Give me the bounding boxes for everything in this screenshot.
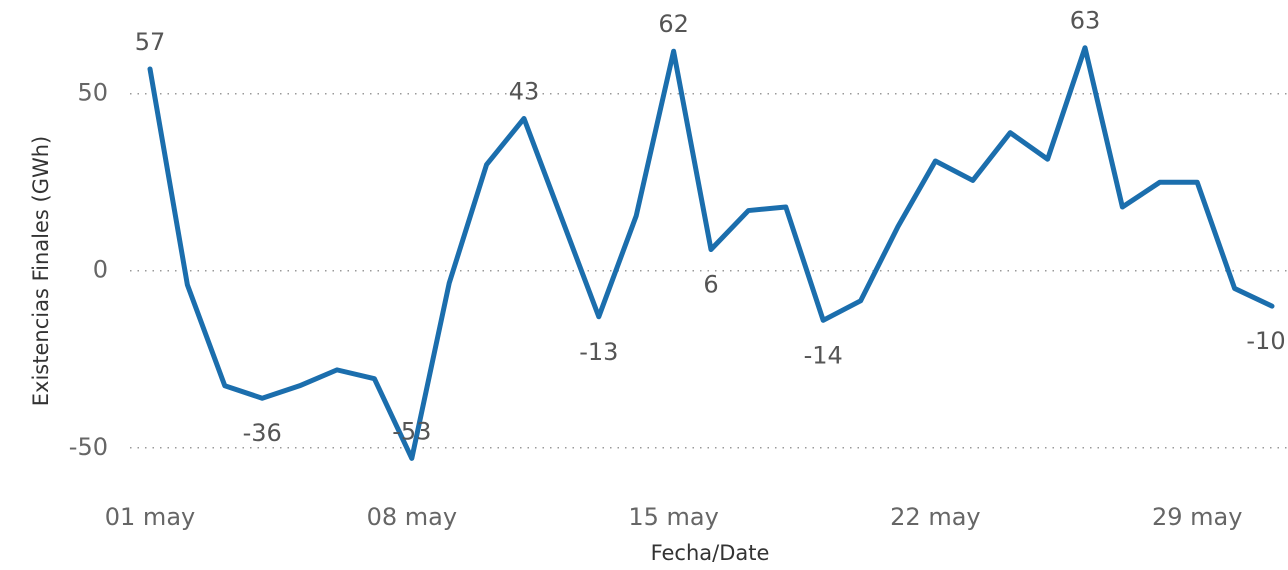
data-label: -10: [1246, 327, 1285, 355]
data-label: -53: [392, 417, 431, 445]
x-tick-label: 22 may: [890, 503, 980, 531]
data-label: -14: [804, 341, 843, 369]
x-axis-title: Fecha/Date: [651, 541, 770, 565]
data-label: 57: [135, 28, 166, 56]
x-tick-label: 15 may: [628, 503, 718, 531]
data-label: -36: [243, 419, 282, 447]
data-label: 62: [658, 10, 689, 38]
y-axis-title: Existencias Finales (GWh): [29, 136, 53, 406]
data-label: 63: [1070, 7, 1101, 35]
y-tick-label: 0: [93, 256, 108, 284]
x-tick-label: 29 may: [1152, 503, 1242, 531]
data-label: -13: [579, 338, 618, 366]
y-tick-label: -50: [69, 433, 108, 461]
data-label: 43: [509, 78, 540, 106]
x-tick-label: 01 may: [105, 503, 195, 531]
y-tick-label: 50: [77, 79, 108, 107]
line: [147, 45, 1275, 461]
x-tick-label: 08 may: [367, 503, 457, 531]
data-label: 6: [703, 271, 718, 299]
